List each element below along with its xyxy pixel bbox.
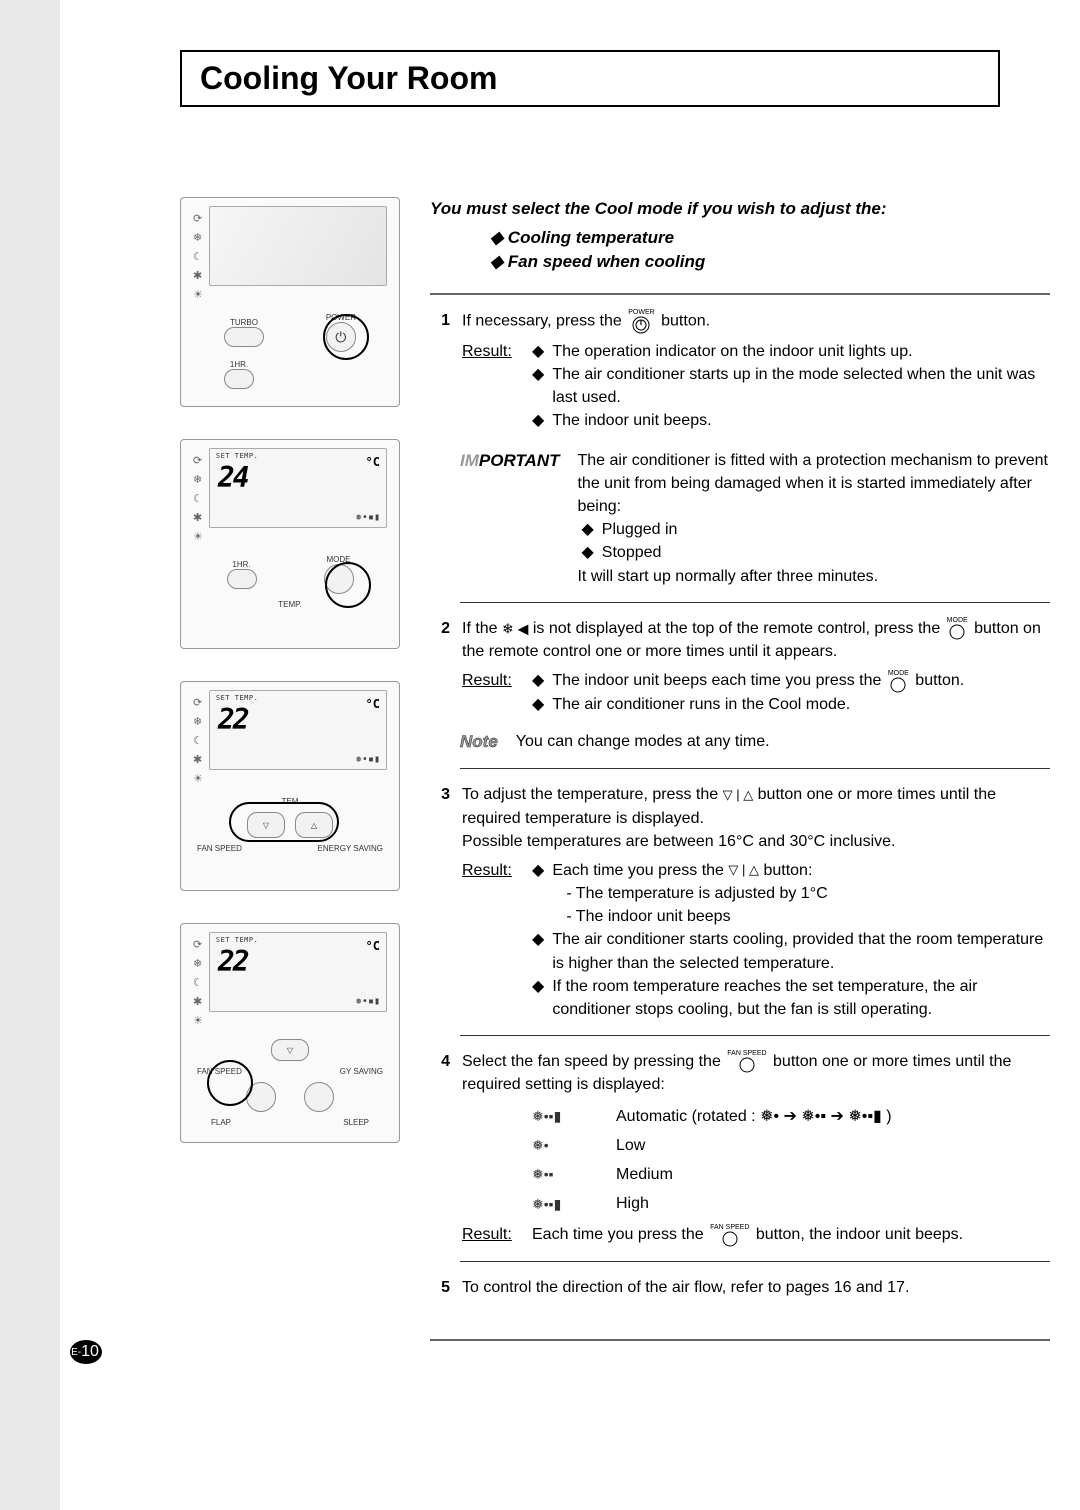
remote-fig-3: ⟳❄☾✱☀ SET TEMP. 22 °C ❅•▪▮ TEM ▽ △ FAN S… bbox=[180, 681, 400, 891]
instruction-text: You must select the Cool mode if you wis… bbox=[430, 197, 1050, 1355]
fan-speed-button-icon: FAN SPEED bbox=[727, 1050, 766, 1073]
step-1: 1 If necessary, press the POWER button. … bbox=[430, 309, 1050, 433]
step-2: 2 If the ❄ ◀ is not displayed at the top… bbox=[430, 617, 1050, 716]
cool-mode-icon: ❄ ◀ bbox=[502, 620, 528, 636]
remote-fig-1: ⟳❄☾✱☀ TURBO POWER⏻ 1HR. bbox=[180, 197, 400, 407]
step-5: 5 To control the direction of the air fl… bbox=[430, 1276, 1050, 1299]
remote-fig-2: ⟳❄☾✱☀ SET TEMP. 24 °C ❅•▪▮ 1HR. MODE TEM… bbox=[180, 439, 400, 649]
note-block: Note You can change modes at any time. bbox=[460, 730, 1050, 755]
mode-button-icon: MODE bbox=[888, 670, 909, 693]
intro-block: You must select the Cool mode if you wis… bbox=[430, 197, 1050, 275]
step-4: 4 Select the fan speed by pressing the F… bbox=[430, 1050, 1050, 1246]
important-block: IMPORTANT The air conditioner is fitted … bbox=[460, 449, 1050, 588]
mode-button-icon: MODE bbox=[947, 617, 968, 640]
page-title: Cooling Your Room bbox=[200, 60, 980, 97]
remote-fig-4: ⟳❄☾✱☀ SET TEMP. 22 °C ❅•▪▮ ▽ FAN SPEED G… bbox=[180, 923, 400, 1143]
page-number: E-10 bbox=[70, 1340, 102, 1364]
page-title-box: Cooling Your Room bbox=[180, 50, 1000, 107]
power-button-icon: POWER bbox=[628, 309, 654, 334]
fan-speed-button-icon: FAN SPEED bbox=[710, 1224, 749, 1247]
temp-buttons-icon: ▽ | △ bbox=[723, 786, 754, 805]
step-3: 3 To adjust the temperature, press the ▽… bbox=[430, 783, 1050, 1021]
remote-illustrations: ⟳❄☾✱☀ TURBO POWER⏻ 1HR. ⟳❄☾✱☀ bbox=[180, 197, 400, 1355]
